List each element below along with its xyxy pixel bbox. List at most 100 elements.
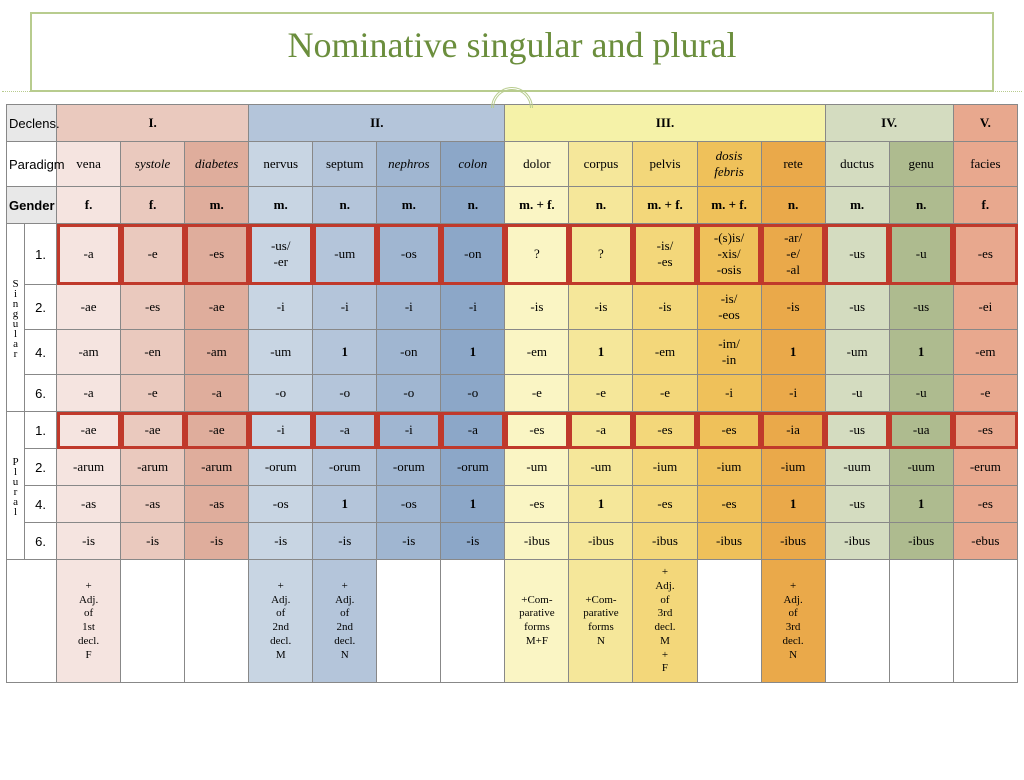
- paradigm-col-14: facies: [953, 142, 1017, 187]
- cell-P6.6: -is: [441, 523, 505, 560]
- cell-P4.12: -us: [825, 486, 889, 523]
- note-col-0: +Adj.of1stdecl.F: [57, 560, 121, 683]
- cell-P2.2: -arum: [185, 449, 249, 486]
- gender-col-5: m.: [377, 187, 441, 224]
- note-col-5: [377, 560, 441, 683]
- cell-S1.5: -os: [377, 224, 441, 285]
- cell-S4.10: -im/-in: [697, 330, 761, 375]
- declens-5: V.: [953, 105, 1017, 142]
- gender-col-9: m. + f.: [633, 187, 697, 224]
- cell-P2.1: -arum: [121, 449, 185, 486]
- cell-S4.1: -en: [121, 330, 185, 375]
- cell-P1.9: -es: [633, 412, 697, 449]
- cell-P2.8: -um: [569, 449, 633, 486]
- cell-P6.9: -ibus: [633, 523, 697, 560]
- cell-S4.9: -em: [633, 330, 697, 375]
- cell-S2.9: -is: [633, 285, 697, 330]
- cell-P4.4: 1: [313, 486, 377, 523]
- cell-P2.4: -orum: [313, 449, 377, 486]
- cell-S4.3: -um: [249, 330, 313, 375]
- note-col-14: [953, 560, 1017, 683]
- paradigm-col-6: colon: [441, 142, 505, 187]
- case-2.: 2.: [25, 285, 57, 330]
- cell-P1.5: -i: [377, 412, 441, 449]
- gender-col-10: m. + f.: [697, 187, 761, 224]
- note-col-13: [889, 560, 953, 683]
- paradigm-col-9: pelvis: [633, 142, 697, 187]
- cell-S2.5: -i: [377, 285, 441, 330]
- paradigm-col-1: systole: [121, 142, 185, 187]
- declens-label: Declens.: [7, 105, 57, 142]
- paradigm-col-4: septum: [313, 142, 377, 187]
- note-col-12: [825, 560, 889, 683]
- cell-S1.0: -a: [57, 224, 121, 285]
- cell-P4.14: -es: [953, 486, 1017, 523]
- cell-P6.3: -is: [249, 523, 313, 560]
- gender-col-13: n.: [889, 187, 953, 224]
- cell-S4.13: 1: [889, 330, 953, 375]
- cell-S4.8: 1: [569, 330, 633, 375]
- cell-P4.9: -es: [633, 486, 697, 523]
- cell-P1.4: -a: [313, 412, 377, 449]
- cell-P1.11: -ia: [761, 412, 825, 449]
- gender-col-2: m.: [185, 187, 249, 224]
- cell-S4.5: -on: [377, 330, 441, 375]
- gender-col-11: n.: [761, 187, 825, 224]
- cell-S1.13: -u: [889, 224, 953, 285]
- cell-S6.11: -i: [761, 375, 825, 412]
- paradigm-col-10: dosisfebris: [697, 142, 761, 187]
- cell-P6.0: -is: [57, 523, 121, 560]
- cell-P1.7: -es: [505, 412, 569, 449]
- case-1.: 1.: [25, 412, 57, 449]
- cell-S1.4: -um: [313, 224, 377, 285]
- case-4.: 4.: [25, 486, 57, 523]
- cell-P1.0: -ae: [57, 412, 121, 449]
- note-col-10: [697, 560, 761, 683]
- cell-P2.7: -um: [505, 449, 569, 486]
- cell-S1.1: -e: [121, 224, 185, 285]
- gender-col-14: f.: [953, 187, 1017, 224]
- cell-P4.0: -as: [57, 486, 121, 523]
- cell-S6.5: -o: [377, 375, 441, 412]
- cell-P4.5: -os: [377, 486, 441, 523]
- cell-S1.11: -ar/-e/-al: [761, 224, 825, 285]
- case-4.: 4.: [25, 330, 57, 375]
- declension-table: Declens.I.II.III.IV.V.Paradigmvenasystol…: [6, 104, 1018, 683]
- case-6.: 6.: [25, 523, 57, 560]
- cell-P4.10: -es: [697, 486, 761, 523]
- cell-S6.9: -e: [633, 375, 697, 412]
- cell-P2.0: -arum: [57, 449, 121, 486]
- cell-P4.2: -as: [185, 486, 249, 523]
- paradigm-col-8: corpus: [569, 142, 633, 187]
- cell-P2.9: -ium: [633, 449, 697, 486]
- cell-P2.12: -uum: [825, 449, 889, 486]
- cell-S2.4: -i: [313, 285, 377, 330]
- cell-P1.2: -ae: [185, 412, 249, 449]
- paradigm-col-7: dolor: [505, 142, 569, 187]
- cell-S6.0: -a: [57, 375, 121, 412]
- cell-P2.14: -erum: [953, 449, 1017, 486]
- gender-col-8: n.: [569, 187, 633, 224]
- note-col-2: [185, 560, 249, 683]
- cell-S1.12: -us: [825, 224, 889, 285]
- gender-col-0: f.: [57, 187, 121, 224]
- cell-P4.1: -as: [121, 486, 185, 523]
- cell-S6.8: -e: [569, 375, 633, 412]
- cell-S6.3: -o: [249, 375, 313, 412]
- cell-P1.3: -i: [249, 412, 313, 449]
- gender-col-1: f.: [121, 187, 185, 224]
- cell-S2.13: -us: [889, 285, 953, 330]
- paradigm-col-3: nervus: [249, 142, 313, 187]
- cell-S4.14: -em: [953, 330, 1017, 375]
- cell-P1.12: -us: [825, 412, 889, 449]
- plural-label: Plural: [7, 412, 25, 560]
- cell-S2.10: -is/-eos: [697, 285, 761, 330]
- cell-S2.6: -i: [441, 285, 505, 330]
- cell-S1.14: -es: [953, 224, 1017, 285]
- cell-S1.3: -us/-er: [249, 224, 313, 285]
- cell-P2.3: -orum: [249, 449, 313, 486]
- gender-col-4: n.: [313, 187, 377, 224]
- cell-S2.2: -ae: [185, 285, 249, 330]
- cell-P6.10: -ibus: [697, 523, 761, 560]
- cell-P2.13: -uum: [889, 449, 953, 486]
